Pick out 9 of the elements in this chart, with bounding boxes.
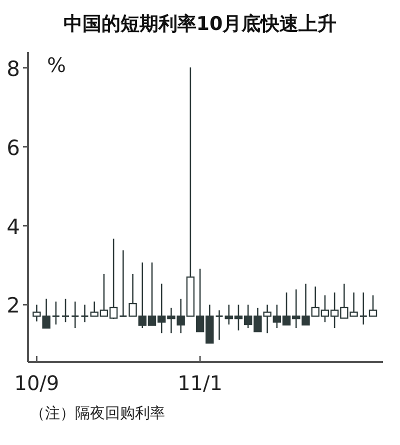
x-tick-label: 11/1 — [178, 371, 223, 395]
title: 中国的短期利率10月底快速上升 — [63, 13, 337, 35]
y-tick-label: 2 — [6, 294, 20, 318]
annotation: （注）隔夜回购利率 — [30, 404, 165, 422]
y-tick-label: 6 — [6, 136, 20, 160]
x-tick-label: 10/9 — [14, 371, 60, 395]
y-tick-label: 4 — [6, 214, 20, 239]
y-tick-label: 8 — [6, 56, 20, 81]
ylabel: % — [47, 53, 66, 77]
